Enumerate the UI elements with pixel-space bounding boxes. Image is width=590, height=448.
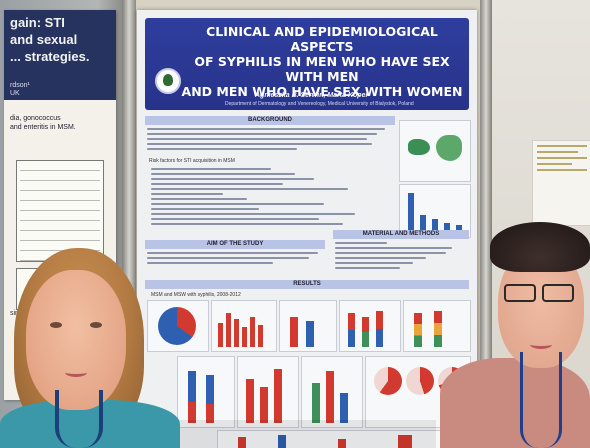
- results-bar-chart-7: [301, 356, 363, 428]
- results-bar-chart-5: [177, 356, 235, 428]
- left-poster-authors: rdson¹ UK: [10, 82, 30, 97]
- risk-factors-heading: Risk factors for STI acquisition in MSM: [149, 158, 235, 164]
- left-poster-table: [16, 160, 104, 262]
- main-poster: CLINICAL AND EPIDEMIOLOGICAL ASPECTS OF …: [137, 10, 477, 448]
- methods-text: [335, 242, 465, 272]
- person-left-face: [26, 270, 126, 410]
- left-poster-board: gain: STI and sexual ... strategies. rds…: [0, 0, 122, 448]
- results-bar-chart-6: [237, 356, 299, 428]
- person-right-lanyard: [520, 352, 562, 448]
- right-poster: [532, 140, 590, 226]
- results-bar-chart-3: [339, 300, 401, 352]
- section-background-heading: BACKGROUND: [145, 116, 395, 125]
- person-right-hair: [490, 222, 590, 272]
- person-right-mouth: [530, 340, 552, 349]
- results-bar-chart-1: [211, 300, 277, 352]
- left-poster-intro: dia, gonococcus and enteritis in MSM.: [10, 115, 76, 131]
- person-left-lanyard: [55, 390, 103, 448]
- section-methods-heading: MATERIAL AND METHODS: [333, 230, 469, 239]
- risk-factors-list: [151, 168, 391, 228]
- section-results-heading: RESULTS: [145, 280, 469, 289]
- display-pole-right: [480, 0, 492, 448]
- poster-affiliation: Department of Dermatology and Venereolog…: [225, 101, 414, 107]
- poster-title: CLINICAL AND EPIDEMIOLOGICAL ASPECTS OF …: [181, 24, 463, 99]
- poster-header: CLINICAL AND EPIDEMIOLOGICAL ASPECTS OF …: [145, 18, 469, 110]
- person-left-eye-right: [90, 322, 102, 328]
- left-poster-title: gain: STI and sexual ... strategies.: [10, 15, 90, 64]
- floor-shadow: [136, 420, 436, 448]
- section-aim-heading: AIM OF THE STUDY: [145, 240, 325, 249]
- results-chart-label: MSM and MSW with syphilis, 2008-2012: [151, 292, 241, 298]
- person-left-mouth: [65, 368, 87, 377]
- background-text: [147, 128, 397, 153]
- glasses-icon: [504, 284, 576, 302]
- world-map-figure: [399, 120, 471, 182]
- poster-authors: Agnieszka B. Serwin, Marta Koper: [255, 92, 369, 99]
- results-bottom-charts: [217, 430, 459, 448]
- university-logo-icon: [155, 68, 181, 94]
- person-right-body: [440, 358, 590, 448]
- results-bar-chart-4: [403, 300, 471, 352]
- blue-bar-chart: [399, 184, 471, 238]
- aim-text: [147, 252, 327, 267]
- results-bar-chart-2: [279, 300, 337, 352]
- left-poster-banner: gain: STI and sexual ... strategies. rds…: [4, 10, 116, 100]
- person-left-eye-left: [50, 322, 62, 328]
- results-pie-chart: [147, 300, 209, 352]
